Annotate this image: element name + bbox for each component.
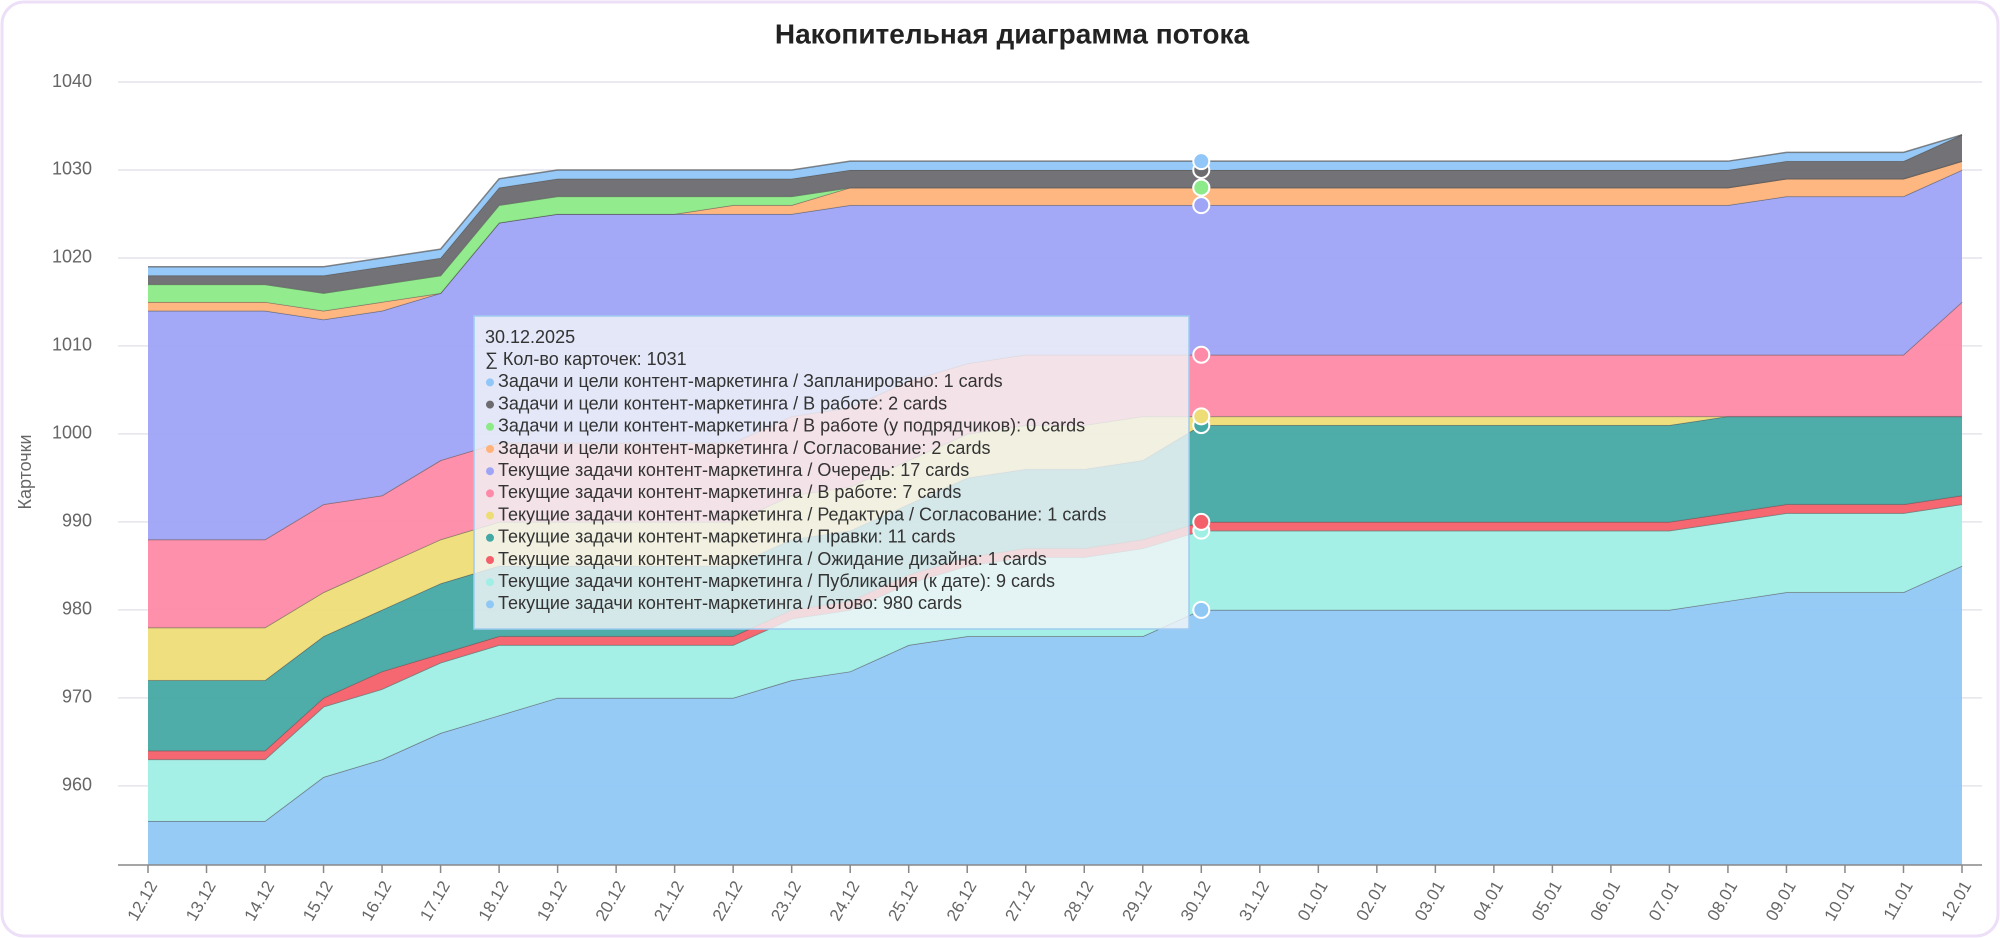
tooltip-bullet xyxy=(486,489,494,498)
y-tick-label: 1040 xyxy=(52,71,92,91)
tooltip-item: Задачи и цели контент-маркетинга / Запла… xyxy=(498,371,1003,391)
tooltip-item: Текущие задачи контент-маркетинга / Реда… xyxy=(498,504,1106,524)
hover-marker xyxy=(1192,196,1211,215)
chart-title: Накопительная диаграмма потока xyxy=(775,18,1250,49)
tooltip-total: ∑ Кол-во карточек: 1031 xyxy=(485,349,687,369)
area-line xyxy=(148,134,1963,268)
hover-marker xyxy=(1192,407,1211,426)
tooltip-item: Задачи и цели контент-маркетинга / Согла… xyxy=(498,438,990,458)
y-tick-label: 1030 xyxy=(52,159,92,179)
area xyxy=(148,504,1962,822)
tooltip-item: Текущие задачи контент-маркетинга / В ра… xyxy=(498,482,961,502)
hover-marker xyxy=(1192,152,1211,171)
tooltip-date: 30.12.2025 xyxy=(485,327,575,347)
tooltip-box xyxy=(473,315,1190,630)
tooltip-bullet xyxy=(486,422,494,431)
area-line xyxy=(148,134,1963,277)
tooltip-bullet xyxy=(486,578,494,587)
hover-marker xyxy=(1192,345,1211,364)
area xyxy=(148,134,1962,294)
tooltip-bullet xyxy=(486,556,494,564)
tooltip-bullet xyxy=(486,467,494,476)
y-tick-label: 990 xyxy=(62,511,92,531)
tooltip-bullet xyxy=(486,445,494,453)
hover-marker xyxy=(1192,512,1211,531)
y-tick-label: 970 xyxy=(62,687,92,707)
y-tick-label: 980 xyxy=(62,599,92,619)
area xyxy=(148,161,1962,320)
hover-marker xyxy=(1192,178,1211,197)
area xyxy=(148,565,1962,865)
y-tick-label: 960 xyxy=(62,775,92,795)
y-tick-label: 1010 xyxy=(52,335,92,355)
tooltip-item: Текущие задачи контент-маркетинга / Публ… xyxy=(498,571,1055,591)
tooltip-bullet xyxy=(486,378,494,387)
tooltip-item: Текущие задачи контент-маркетинга / Очер… xyxy=(498,460,969,480)
tooltip-item: Задачи и цели контент-маркетинга / В раб… xyxy=(498,393,947,413)
tooltip-item: Текущие задачи контент-маркетинга / Ожид… xyxy=(498,549,1047,569)
tooltip: 30.12.2025∑ Кол-во карточек: 1031Задачи … xyxy=(473,315,1190,630)
tooltip-bullet xyxy=(486,400,494,409)
area xyxy=(148,301,1962,628)
y-tick-label: 1000 xyxy=(52,423,92,443)
y-tick-label: 1020 xyxy=(52,247,92,267)
hover-marker xyxy=(1192,600,1211,619)
tooltip-bullet xyxy=(486,511,494,520)
tooltip-item: Текущие задачи контент-маркетинга / Гото… xyxy=(498,593,962,613)
area xyxy=(148,416,1962,751)
markers xyxy=(1192,152,1211,619)
area xyxy=(148,161,1962,311)
tooltip-bullet xyxy=(486,533,494,542)
tooltip-item: Текущие задачи контент-маркетинга / Прав… xyxy=(498,527,956,547)
tooltip-item: Задачи и цели контент-маркетинга / В раб… xyxy=(498,416,1085,436)
tooltip-bullet xyxy=(486,600,494,609)
y-axis-label: Карточки xyxy=(15,434,35,509)
